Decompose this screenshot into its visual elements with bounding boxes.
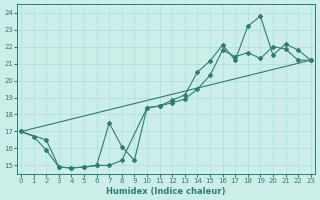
X-axis label: Humidex (Indice chaleur): Humidex (Indice chaleur) (106, 187, 226, 196)
